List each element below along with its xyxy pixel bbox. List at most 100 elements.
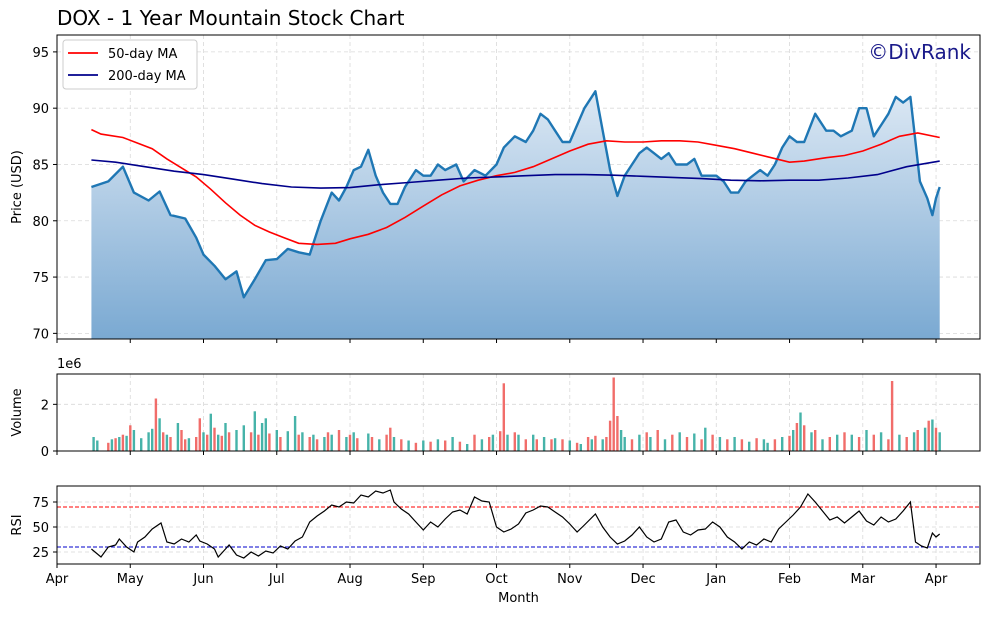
volume-frame: [56, 373, 981, 452]
volume-bar: [810, 432, 813, 451]
volume-bar: [568, 440, 571, 451]
volume-bar: [414, 442, 418, 451]
volume-bar: [326, 432, 330, 451]
volume-bar: [389, 427, 392, 451]
volume-bar: [202, 432, 205, 451]
volume-bar: [184, 439, 187, 451]
volume-bar: [788, 435, 791, 451]
volume-bar: [553, 438, 557, 451]
volume-bar: [422, 440, 425, 451]
volume-bar: [843, 432, 846, 451]
volume-bar: [242, 425, 245, 451]
volume-bar: [367, 433, 370, 451]
volume-bar: [348, 434, 352, 451]
price-ytick-label: 75: [32, 271, 49, 286]
volume-bar: [693, 433, 696, 451]
volume-bar: [524, 439, 527, 451]
volume-bar: [733, 437, 736, 451]
volume-bar: [513, 432, 516, 451]
volume-ytick-label: 0: [41, 445, 49, 460]
volume-bar: [799, 412, 802, 451]
volume-bar: [451, 437, 454, 451]
x-tick-label: Nov: [557, 572, 583, 587]
volume-bar: [249, 432, 253, 451]
volume-bar: [436, 439, 440, 451]
x-tick-label: Jan: [705, 572, 726, 587]
volume-bar: [297, 434, 300, 451]
volume-bar: [612, 377, 615, 451]
legend-label-ma200: 200-day MA: [108, 69, 186, 84]
volume-bar: [473, 434, 476, 451]
volume-bar: [605, 437, 608, 451]
volume-bar: [378, 439, 381, 451]
volume-bar: [814, 430, 817, 451]
price-area-fill: [91, 91, 940, 339]
volume-bar: [264, 418, 267, 451]
volume-bar: [740, 439, 744, 451]
volume-bar: [275, 430, 278, 451]
volume-bar: [663, 439, 667, 451]
volume-bar: [195, 437, 198, 451]
volume-bar: [337, 430, 341, 451]
volume-bar: [429, 441, 432, 451]
volume-bar: [480, 439, 484, 451]
volume-bar: [227, 432, 231, 451]
volume-bar: [575, 442, 579, 451]
watermark: ©DivRank: [868, 40, 971, 64]
volume-bar: [312, 434, 315, 451]
volume-bar: [700, 439, 703, 451]
volume-bar: [755, 438, 758, 451]
volume-bar: [158, 418, 161, 451]
volume-bar: [176, 423, 180, 451]
x-tick-label: Oct: [485, 572, 507, 587]
volume-bar: [872, 434, 875, 451]
volume-bar: [704, 427, 707, 451]
price-ytick-label: 70: [32, 327, 49, 342]
price-ytick-label: 80: [32, 215, 49, 230]
price-line: [91, 90, 941, 299]
volume-ylabel: Volume: [10, 388, 25, 436]
volume-bar: [209, 413, 212, 451]
volume-bar: [803, 425, 806, 451]
volume-bar: [206, 434, 209, 451]
volume-bar: [502, 383, 505, 451]
volume-bar: [890, 381, 894, 451]
volume-bar: [517, 434, 520, 451]
volume-bar: [92, 437, 95, 451]
volume-bar: [532, 434, 535, 451]
volume-bar: [857, 437, 861, 451]
volume-bar: [217, 434, 220, 451]
volume-bar: [370, 437, 374, 451]
volume-bar: [407, 440, 410, 451]
volume-bar: [400, 439, 403, 451]
volume-bar: [836, 434, 839, 451]
volume-bar: [308, 437, 311, 451]
volume-bar: [356, 438, 359, 451]
volume-bar: [180, 430, 183, 451]
volume-bar: [579, 444, 582, 451]
volume-bar: [114, 438, 117, 451]
volume-bar: [392, 437, 396, 451]
volume-bar: [850, 434, 853, 451]
volume-scale-label: 1e6: [57, 357, 82, 372]
volume-bar: [213, 427, 216, 451]
volume-bar: [169, 437, 172, 451]
volume-bar: [645, 432, 648, 451]
volume-bar: [623, 437, 626, 451]
volume-bar: [649, 437, 652, 451]
volume-bar: [488, 437, 491, 451]
volume-bar: [260, 423, 264, 451]
legend-label-ma50: 50-day MA: [108, 47, 177, 62]
price-legend: 50-day MA 200-day MA: [62, 39, 198, 90]
volume-bar: [154, 398, 158, 451]
volume-bar: [444, 440, 447, 451]
rsi-ytick-label: 75: [32, 496, 49, 511]
x-tick-label: Aug: [337, 572, 362, 587]
rsi-ytick-label: 50: [32, 521, 49, 536]
volume-bar: [608, 420, 612, 451]
ma200-line: [91, 159, 940, 189]
x-tick-label: Apr: [925, 572, 948, 587]
volume-bar: [253, 411, 256, 451]
volume-bar: [96, 440, 99, 451]
